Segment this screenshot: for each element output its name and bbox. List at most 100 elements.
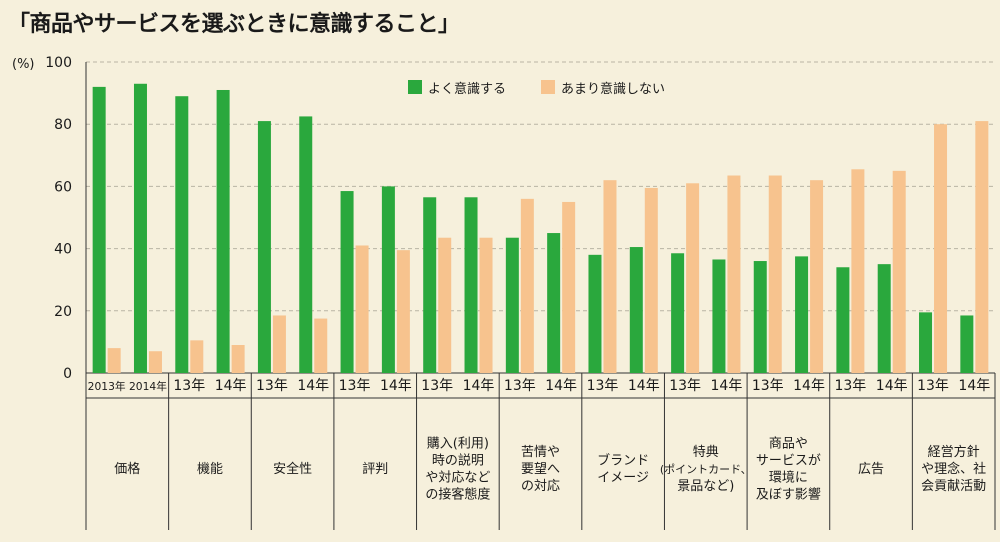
category-label: 経営方針や理念、社会貢献活動 [921, 444, 986, 494]
year-label: 2014年 [129, 379, 167, 393]
legend-swatch [408, 80, 422, 94]
category-label-line: 環境に [769, 471, 808, 486]
bar-conscious [505, 237, 519, 373]
bar-not-conscious [396, 250, 410, 373]
bar-not-conscious [810, 180, 824, 373]
year-label: 14年 [297, 378, 329, 394]
year-label: 13年 [504, 378, 536, 394]
category-label-line: や理念、社 [921, 461, 986, 477]
bar-not-conscious [686, 183, 700, 373]
category-label-line: 景品など) [677, 479, 734, 494]
bar-conscious [133, 83, 147, 374]
category-label-line: 時の説明 [432, 453, 484, 469]
category-label-line: 価格 [114, 461, 140, 477]
year-label: 13年 [421, 378, 453, 394]
year-label: 14年 [628, 378, 660, 394]
y-tick-label: 20 [54, 304, 72, 320]
bar-not-conscious [355, 245, 369, 373]
bar-conscious [423, 197, 437, 373]
year-label: 14年 [793, 378, 825, 394]
year-label: 14年 [711, 378, 743, 394]
bar-conscious [257, 121, 271, 373]
bar-conscious [216, 89, 230, 374]
year-label: 13年 [587, 378, 619, 394]
bar-not-conscious [479, 237, 493, 373]
category-label: 商品やサービスが環境に及ぼす影響 [756, 437, 821, 503]
category-label-line: の接客態度 [425, 487, 490, 503]
category-label: 評判 [362, 462, 388, 477]
year-label: 13年 [669, 378, 701, 394]
bar-conscious [836, 267, 850, 373]
category-label-line: イメージ [597, 471, 649, 486]
bar-not-conscious [272, 315, 286, 373]
category-label: 購入(利用)時の説明や対応などの接客態度 [425, 437, 490, 503]
year-label: 14年 [215, 378, 247, 394]
category-label: 広告 [858, 462, 884, 477]
bar-conscious [753, 261, 767, 373]
category-label-line: ブランド [597, 453, 649, 469]
y-axis-unit: (%) [12, 57, 35, 72]
category-label-line: 経営方針 [928, 444, 980, 460]
bar-conscious [175, 96, 189, 374]
legend-label: あまり意識しない [561, 81, 665, 97]
bar-conscious [547, 233, 561, 373]
bar-not-conscious [520, 198, 534, 373]
category-label-line: 会貢献活動 [921, 479, 986, 494]
bar-not-conscious [314, 318, 328, 373]
legend-swatch [541, 80, 555, 94]
bar-conscious [919, 312, 933, 373]
bar-not-conscious [727, 175, 741, 373]
bar-not-conscious [934, 124, 948, 373]
y-tick-label: 60 [54, 179, 72, 195]
bar-not-conscious [438, 237, 452, 373]
y-tick-label: 80 [54, 117, 72, 133]
bar-not-conscious [644, 187, 658, 373]
year-label: 2013年 [88, 379, 126, 393]
bar-conscious [588, 254, 602, 373]
category-label: ブランドイメージ [597, 453, 649, 486]
year-label: 14年 [463, 378, 495, 394]
year-label: 14年 [876, 378, 908, 394]
category-label-line: の対応 [521, 479, 560, 494]
category-label: 価格 [114, 461, 140, 477]
bar-conscious [381, 186, 395, 373]
bar-not-conscious [851, 169, 865, 373]
bar-conscious [960, 315, 974, 373]
year-label: 14年 [545, 378, 577, 394]
category-label-line: (ポイントカード、 [660, 463, 752, 476]
bar-not-conscious [562, 201, 576, 373]
category-label: 特典 (ポイントカード、景品など) [660, 445, 752, 494]
year-label: 14年 [380, 378, 412, 394]
bar-conscious [795, 256, 809, 373]
bar-not-conscious [603, 180, 617, 373]
category-label: 機能 [197, 462, 223, 477]
category-label-line: 機能 [197, 462, 223, 477]
bar-conscious [712, 259, 726, 373]
category-label-line: 広告 [858, 462, 884, 477]
year-label: 13年 [752, 378, 784, 394]
bar-not-conscious [892, 170, 906, 373]
category-label: 苦情や要望への対応 [521, 444, 560, 494]
y-tick-label: 100 [45, 55, 72, 71]
category-label-line: 特典 [693, 445, 719, 460]
year-label: 13年 [173, 378, 205, 394]
category-label-line: 安全性 [273, 461, 312, 477]
category-label-line: 苦情や [521, 444, 560, 460]
bar-conscious [299, 116, 313, 374]
category-label-line: 及ぼす影響 [756, 487, 821, 503]
category-label-line: 商品や [769, 437, 808, 452]
bar-conscious [464, 197, 478, 373]
bar-conscious [629, 247, 643, 373]
category-label-line: や対応など [425, 471, 490, 486]
bar-conscious [671, 253, 685, 373]
year-label: 14年 [958, 378, 990, 394]
bar-conscious [340, 191, 354, 373]
y-tick-label: 40 [54, 242, 72, 258]
page-title: 「商品やサービスを選ぶときに意識すること」 [8, 12, 460, 37]
bar-conscious [877, 264, 891, 373]
bar-conscious [92, 86, 106, 373]
category-label: 安全性 [273, 461, 312, 477]
bar-not-conscious [768, 175, 782, 373]
category-label-line: 要望へ [521, 461, 560, 477]
